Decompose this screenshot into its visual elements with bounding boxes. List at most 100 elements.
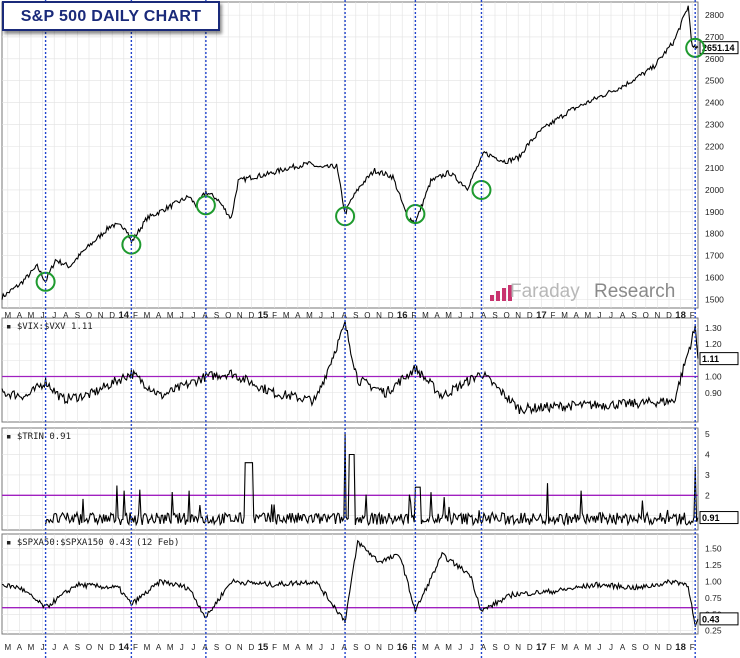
- month-tick-label: S: [492, 311, 497, 320]
- month-tick-label: F: [133, 311, 138, 320]
- last-value-label: 2651.14: [702, 43, 735, 53]
- month-tick-label: D: [109, 311, 115, 320]
- last-value-badge: [699, 352, 739, 366]
- month-tick-label: A: [434, 311, 440, 320]
- month-tick-label: F: [272, 643, 277, 652]
- month-tick-label: A: [17, 311, 23, 320]
- month-tick-label: O: [503, 311, 509, 320]
- y-tick-label: 2300: [705, 119, 724, 129]
- y-tick-label: 2400: [705, 98, 724, 108]
- watermark-part1: Faraday: [510, 281, 580, 302]
- month-tick-label: O: [86, 643, 92, 652]
- month-tick-label: D: [388, 311, 394, 320]
- month-tick-label: S: [632, 643, 637, 652]
- month-tick-label: F: [551, 643, 556, 652]
- month-tick-label: S: [214, 311, 219, 320]
- month-tick-label: M: [167, 643, 174, 652]
- month-tick-label: S: [75, 643, 80, 652]
- month-tick-label: A: [481, 643, 487, 652]
- panel-label-vix: ▪ $VIX:$VXV 1.11: [6, 322, 93, 332]
- month-tick-label: D: [249, 643, 255, 652]
- month-tick-label: M: [306, 311, 313, 320]
- month-tick-label: N: [655, 311, 661, 320]
- month-tick-label: J: [180, 311, 184, 320]
- y-tick-label: 3: [705, 470, 710, 480]
- month-tick-label: J: [470, 311, 474, 320]
- last-value-label: 1.11: [702, 354, 719, 364]
- month-tick-label: M: [561, 311, 568, 320]
- chart-title: S&P 500 DAILY CHART: [20, 8, 202, 25]
- month-tick-label: 17: [536, 642, 547, 653]
- month-tick-label: A: [156, 311, 162, 320]
- month-tick-label: D: [527, 311, 533, 320]
- month-tick-label: M: [4, 311, 11, 320]
- y-tick-label: 4: [705, 450, 710, 460]
- y-tick-label: 1.00: [705, 576, 722, 586]
- month-tick-label: N: [98, 643, 104, 652]
- month-tick-label: 17: [536, 310, 547, 321]
- month-tick-label: D: [388, 643, 394, 652]
- month-tick-label: M: [283, 643, 290, 652]
- month-tick-label: J: [470, 643, 474, 652]
- month-tick-label: M: [422, 643, 429, 652]
- month-tick-label: S: [632, 311, 637, 320]
- y-tick-label: 2: [705, 490, 710, 500]
- month-tick-label: M: [167, 311, 174, 320]
- month-tick-label: J: [331, 311, 335, 320]
- month-tick-label: 18: [675, 310, 686, 321]
- month-tick-label: J: [52, 643, 56, 652]
- month-tick-label: A: [620, 311, 626, 320]
- month-tick-label: A: [295, 643, 301, 652]
- month-tick-label: S: [492, 643, 497, 652]
- last-value-badge: [699, 511, 739, 525]
- month-tick-label: A: [620, 643, 626, 652]
- month-tick-label: M: [422, 311, 429, 320]
- month-tick-label: O: [225, 311, 231, 320]
- month-tick-label: A: [574, 643, 580, 652]
- month-tick-label: A: [63, 643, 69, 652]
- month-tick-label: F: [272, 311, 277, 320]
- month-tick-label: O: [86, 311, 92, 320]
- month-tick-label: J: [41, 643, 45, 652]
- month-tick-label: 15: [258, 642, 269, 653]
- y-tick-label: 2700: [705, 32, 724, 42]
- last-value-badge: [699, 41, 739, 55]
- month-tick-label: 14: [119, 642, 130, 653]
- month-tick-label: M: [4, 643, 11, 652]
- month-tick-label: N: [237, 311, 243, 320]
- y-tick-label: 2500: [705, 76, 724, 86]
- month-tick-label: M: [144, 643, 151, 652]
- month-tick-label: A: [342, 643, 348, 652]
- month-tick-label: J: [597, 643, 601, 652]
- month-tick-label: N: [237, 643, 243, 652]
- month-tick-label: A: [17, 643, 23, 652]
- y-tick-label: 2000: [705, 185, 724, 195]
- month-tick-label: A: [202, 643, 208, 652]
- y-tick-label: 1.00: [705, 372, 722, 382]
- month-tick-label: F: [133, 643, 138, 652]
- y-tick-label: 2600: [705, 54, 724, 64]
- month-tick-label: J: [191, 643, 195, 652]
- panel-frame-price: [1, 1, 699, 309]
- month-tick-label: N: [655, 643, 661, 652]
- month-tick-label: N: [515, 311, 521, 320]
- month-tick-label: M: [28, 311, 35, 320]
- month-tick-label: S: [214, 643, 219, 652]
- last-value-label: 0.91: [702, 513, 720, 523]
- month-tick-label: F: [690, 311, 695, 320]
- month-tick-label: N: [98, 311, 104, 320]
- month-tick-label: F: [690, 643, 695, 652]
- month-tick-label: D: [109, 643, 115, 652]
- month-tick-label: S: [75, 311, 80, 320]
- month-tick-label: J: [319, 643, 323, 652]
- y-tick-label: 1800: [705, 229, 724, 239]
- month-tick-label: M: [445, 311, 452, 320]
- month-tick-label: O: [503, 643, 509, 652]
- y-tick-label: 0.75: [705, 593, 722, 603]
- month-tick-label: A: [434, 643, 440, 652]
- y-tick-label: 1.50: [705, 543, 722, 553]
- y-tick-label: 2800: [705, 10, 724, 20]
- month-tick-label: M: [561, 643, 568, 652]
- month-tick-label: J: [609, 643, 613, 652]
- watermark-part2: Research: [594, 281, 676, 302]
